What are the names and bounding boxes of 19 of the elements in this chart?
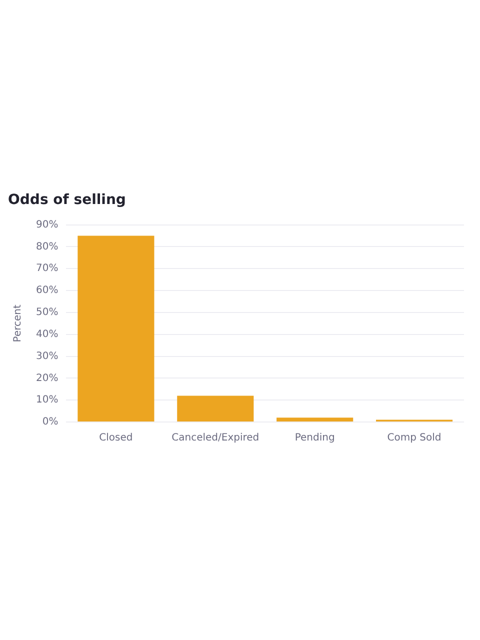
bar [276,418,354,422]
chart-title: Odds of selling [8,192,126,208]
y-tick-label: 80% [36,241,58,252]
bar [78,236,154,422]
y-tick-label: 10% [36,394,58,406]
x-tick-label: Canceled/Expired [172,432,260,444]
y-tick-label: 90% [36,219,58,230]
y-tick-label: 50% [36,307,58,318]
x-tick-label: Pending [294,432,335,444]
y-axis-title: Percent [12,304,24,342]
y-tick-label: 30% [36,350,58,362]
y-tick-label: 70% [36,263,58,274]
y-tick-label: 60% [36,285,58,296]
y-tick-label: 20% [36,372,58,384]
y-tick-label: 0% [42,416,58,428]
bar [177,396,254,422]
y-tick-label: 40% [36,328,58,340]
x-tick-label: Comp Sold [387,432,442,444]
x-tick-label: Closed [99,432,133,444]
